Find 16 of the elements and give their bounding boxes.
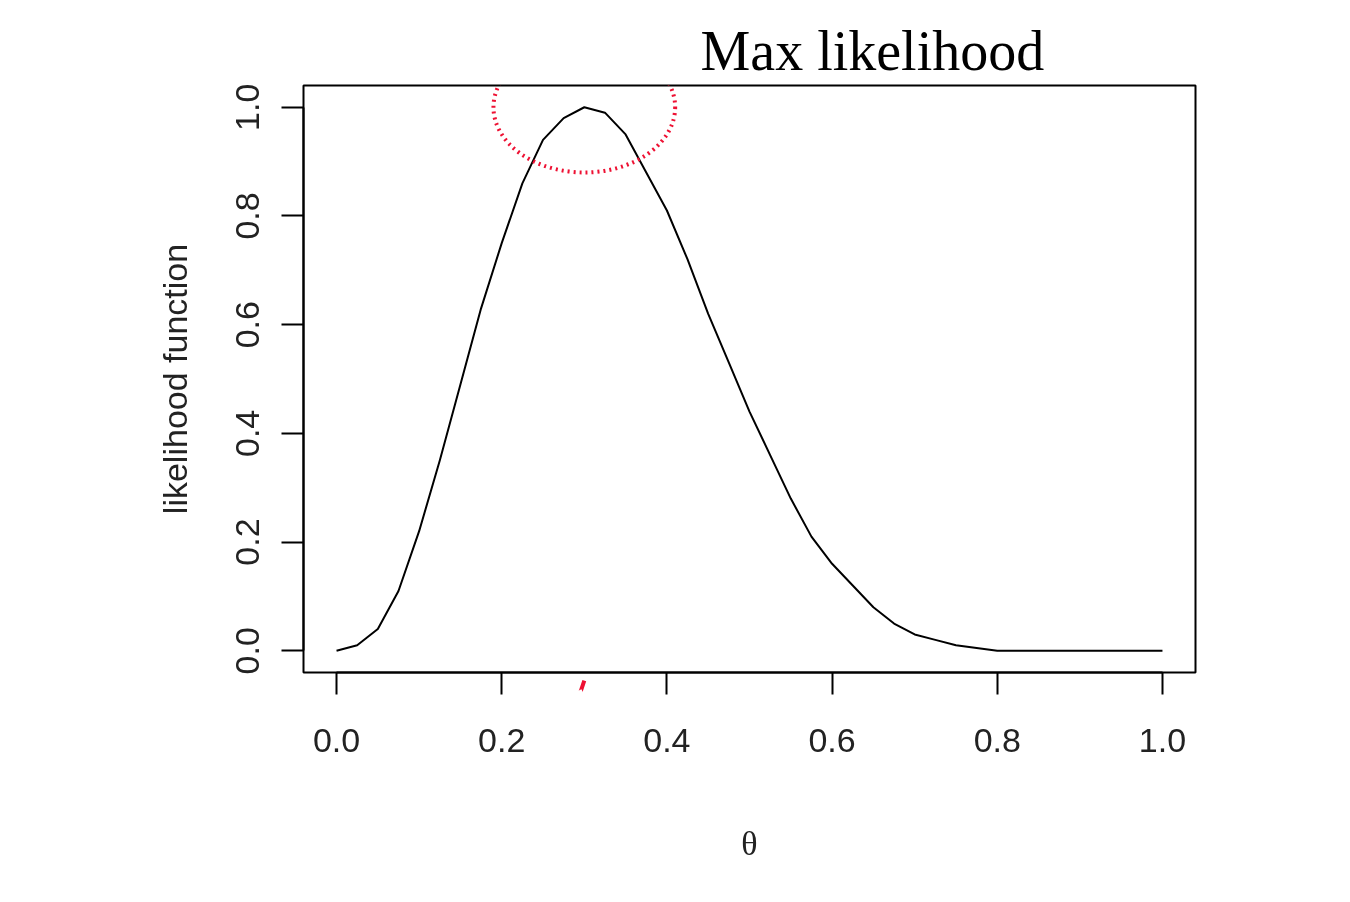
y-tick-label: 0.8 (228, 192, 267, 240)
y-tick-label: 0.6 (228, 301, 267, 349)
x-tick-label: 0.2 (478, 720, 526, 759)
line-series (335, 106, 1164, 652)
y-tick-label: 0.0 (228, 627, 267, 675)
x-tick-label: 0.4 (643, 720, 691, 759)
annotation: Max likelihood (700, 19, 1045, 82)
x-tick-label: 1.0 (1138, 720, 1187, 759)
y-axis-title: likelihood function (155, 243, 194, 515)
y-tick-label: 0.2 (228, 518, 267, 566)
y-tick-label: 0.4 (228, 409, 267, 457)
x-axis-title: θ (741, 824, 758, 862)
x-tick-label: 0.8 (973, 720, 1021, 759)
x-tick-label: 0.6 (808, 720, 856, 759)
x-tick-label: 0.0 (312, 720, 361, 759)
y-tick-label: 1.0 (228, 83, 267, 131)
